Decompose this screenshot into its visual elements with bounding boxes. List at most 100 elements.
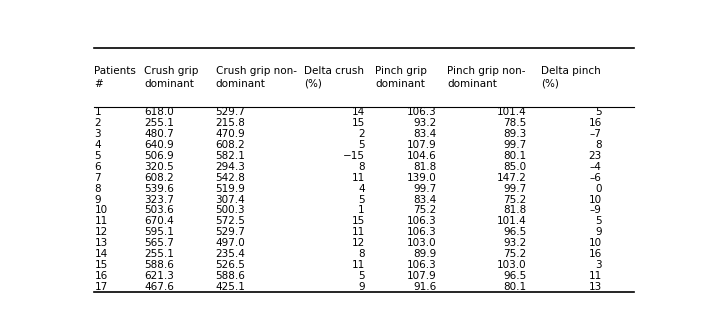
Text: 16: 16 [95, 271, 107, 281]
Text: 12: 12 [95, 227, 107, 237]
Text: 75.2: 75.2 [503, 249, 527, 259]
Text: 5: 5 [358, 194, 365, 204]
Text: 13: 13 [589, 282, 602, 292]
Text: 3: 3 [595, 260, 602, 270]
Text: 80.1: 80.1 [503, 282, 527, 292]
Text: 588.6: 588.6 [215, 271, 245, 281]
Text: 11: 11 [351, 227, 365, 237]
Text: 11: 11 [95, 216, 107, 226]
Text: 11: 11 [351, 173, 365, 183]
Text: 78.5: 78.5 [503, 118, 527, 128]
Text: 103.0: 103.0 [407, 238, 437, 248]
Text: Crush grip
dominant: Crush grip dominant [144, 66, 198, 89]
Text: −15: −15 [343, 151, 365, 161]
Text: 529.7: 529.7 [215, 227, 245, 237]
Text: 15: 15 [351, 118, 365, 128]
Text: 8: 8 [358, 249, 365, 259]
Text: 425.1: 425.1 [215, 282, 245, 292]
Text: 9: 9 [595, 227, 602, 237]
Text: 8: 8 [358, 162, 365, 172]
Text: 618.0: 618.0 [144, 108, 173, 117]
Text: 14: 14 [95, 249, 107, 259]
Text: 10: 10 [589, 238, 602, 248]
Text: 80.1: 80.1 [503, 151, 527, 161]
Text: 12: 12 [351, 238, 365, 248]
Text: 480.7: 480.7 [144, 129, 173, 139]
Text: 83.4: 83.4 [413, 194, 437, 204]
Text: 15: 15 [351, 216, 365, 226]
Text: 8: 8 [95, 184, 101, 194]
Text: 89.9: 89.9 [413, 249, 437, 259]
Text: 89.3: 89.3 [503, 129, 527, 139]
Text: 470.9: 470.9 [215, 129, 245, 139]
Text: 5: 5 [358, 271, 365, 281]
Text: 294.3: 294.3 [215, 162, 245, 172]
Text: 13: 13 [95, 238, 107, 248]
Text: 96.5: 96.5 [503, 227, 527, 237]
Text: 4: 4 [358, 184, 365, 194]
Text: Delta crush
(%): Delta crush (%) [304, 66, 364, 89]
Text: Delta pinch
(%): Delta pinch (%) [541, 66, 601, 89]
Text: 106.3: 106.3 [407, 216, 437, 226]
Text: 75.2: 75.2 [503, 194, 527, 204]
Text: –6: –6 [589, 173, 602, 183]
Text: 5: 5 [358, 140, 365, 150]
Text: 3: 3 [95, 129, 101, 139]
Text: 608.2: 608.2 [215, 140, 245, 150]
Text: –9: –9 [589, 205, 602, 215]
Text: 1: 1 [95, 108, 101, 117]
Text: 588.6: 588.6 [144, 260, 174, 270]
Text: 101.4: 101.4 [497, 216, 527, 226]
Text: 103.0: 103.0 [497, 260, 527, 270]
Text: 255.1: 255.1 [144, 249, 174, 259]
Text: 75.2: 75.2 [413, 205, 437, 215]
Text: 11: 11 [351, 260, 365, 270]
Text: 99.7: 99.7 [503, 140, 527, 150]
Text: 506.9: 506.9 [144, 151, 173, 161]
Text: 5: 5 [595, 108, 602, 117]
Text: 81.8: 81.8 [413, 162, 437, 172]
Text: 500.3: 500.3 [215, 205, 245, 215]
Text: 582.1: 582.1 [215, 151, 245, 161]
Text: 83.4: 83.4 [413, 129, 437, 139]
Text: 101.4: 101.4 [497, 108, 527, 117]
Text: 503.6: 503.6 [144, 205, 173, 215]
Text: 6: 6 [95, 162, 101, 172]
Text: 539.6: 539.6 [144, 184, 174, 194]
Text: 81.8: 81.8 [503, 205, 527, 215]
Text: 17: 17 [95, 282, 107, 292]
Text: 529.7: 529.7 [215, 108, 245, 117]
Text: 10: 10 [95, 205, 107, 215]
Text: 608.2: 608.2 [144, 173, 173, 183]
Text: 11: 11 [589, 271, 602, 281]
Text: 106.3: 106.3 [407, 108, 437, 117]
Text: 565.7: 565.7 [144, 238, 174, 248]
Text: –7: –7 [589, 129, 602, 139]
Text: 147.2: 147.2 [497, 173, 527, 183]
Text: –4: –4 [589, 162, 602, 172]
Text: 93.2: 93.2 [413, 118, 437, 128]
Text: Patients
#: Patients # [95, 66, 137, 89]
Text: 621.3: 621.3 [144, 271, 174, 281]
Text: 99.7: 99.7 [413, 184, 437, 194]
Text: 2: 2 [358, 129, 365, 139]
Text: 497.0: 497.0 [215, 238, 245, 248]
Text: 107.9: 107.9 [407, 140, 437, 150]
Text: 85.0: 85.0 [503, 162, 527, 172]
Text: 595.1: 595.1 [144, 227, 174, 237]
Text: Pinch grip non-
dominant: Pinch grip non- dominant [447, 66, 525, 89]
Text: 16: 16 [589, 249, 602, 259]
Text: 2: 2 [95, 118, 101, 128]
Text: 8: 8 [595, 140, 602, 150]
Text: 320.5: 320.5 [144, 162, 173, 172]
Text: 107.9: 107.9 [407, 271, 437, 281]
Text: 0: 0 [595, 184, 602, 194]
Text: 307.4: 307.4 [215, 194, 245, 204]
Text: 15: 15 [95, 260, 107, 270]
Text: 526.5: 526.5 [215, 260, 245, 270]
Text: 96.5: 96.5 [503, 271, 527, 281]
Text: 106.3: 106.3 [407, 260, 437, 270]
Text: 572.5: 572.5 [215, 216, 245, 226]
Text: Crush grip non-
dominant: Crush grip non- dominant [215, 66, 296, 89]
Text: 640.9: 640.9 [144, 140, 173, 150]
